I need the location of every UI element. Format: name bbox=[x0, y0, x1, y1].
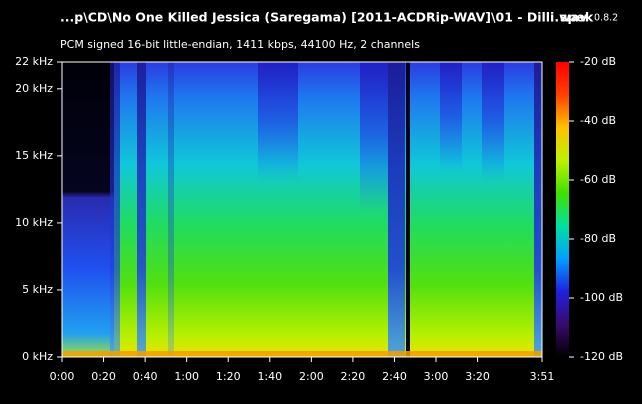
file-title: ...p\CD\No One Killed Jessica (Saregama)… bbox=[60, 10, 587, 25]
colorbar-tick-label: -120 dB bbox=[580, 350, 623, 363]
colorbar-tick-label: -60 dB bbox=[580, 173, 616, 186]
x-tick-label: 3:51 bbox=[530, 370, 555, 383]
y-tick-label: 10 kHz bbox=[15, 216, 53, 229]
app-version: 0.8.2 bbox=[594, 13, 618, 24]
subtitle: PCM signed 16-bit little-endian, 1411 kb… bbox=[60, 38, 420, 51]
colorbar-tick-label: -40 dB bbox=[580, 114, 616, 127]
x-tick-label: 0:20 bbox=[91, 370, 116, 383]
x-tick-label: 0:40 bbox=[133, 370, 158, 383]
x-tick-label: 0:00 bbox=[50, 370, 75, 383]
colorbar bbox=[556, 62, 569, 357]
app-name: spek bbox=[560, 10, 594, 25]
colorbar-tick-label: -100 dB bbox=[580, 291, 623, 304]
colorbar-tick-label: -20 dB bbox=[580, 55, 616, 68]
y-tick-label: 5 kHz bbox=[22, 283, 53, 296]
y-tick-label: 0 kHz bbox=[22, 350, 53, 363]
y-tick-label: 22 kHz bbox=[15, 55, 53, 68]
x-tick-label: 3:20 bbox=[465, 370, 490, 383]
y-tick-label: 20 kHz bbox=[15, 82, 53, 95]
y-tick-label: 15 kHz bbox=[15, 149, 53, 162]
axes: 0:00 0:20 0:40 1:00 1:20 1:40 2:00 2:20 2:40 3:00… bbox=[15, 55, 623, 383]
x-tick-label: 2:20 bbox=[341, 370, 366, 383]
x-tick-label: 1:20 bbox=[216, 370, 241, 383]
x-tick-label: 1:40 bbox=[257, 370, 282, 383]
colorbar-tick-label: -80 dB bbox=[580, 232, 616, 245]
x-tick-label: 2:00 bbox=[299, 370, 324, 383]
x-tick-label: 2:40 bbox=[382, 370, 407, 383]
spectrogram-image bbox=[62, 62, 542, 357]
x-tick-label: 1:00 bbox=[174, 370, 199, 383]
x-tick-label: 3:00 bbox=[424, 370, 449, 383]
plot-frame bbox=[61, 61, 543, 358]
